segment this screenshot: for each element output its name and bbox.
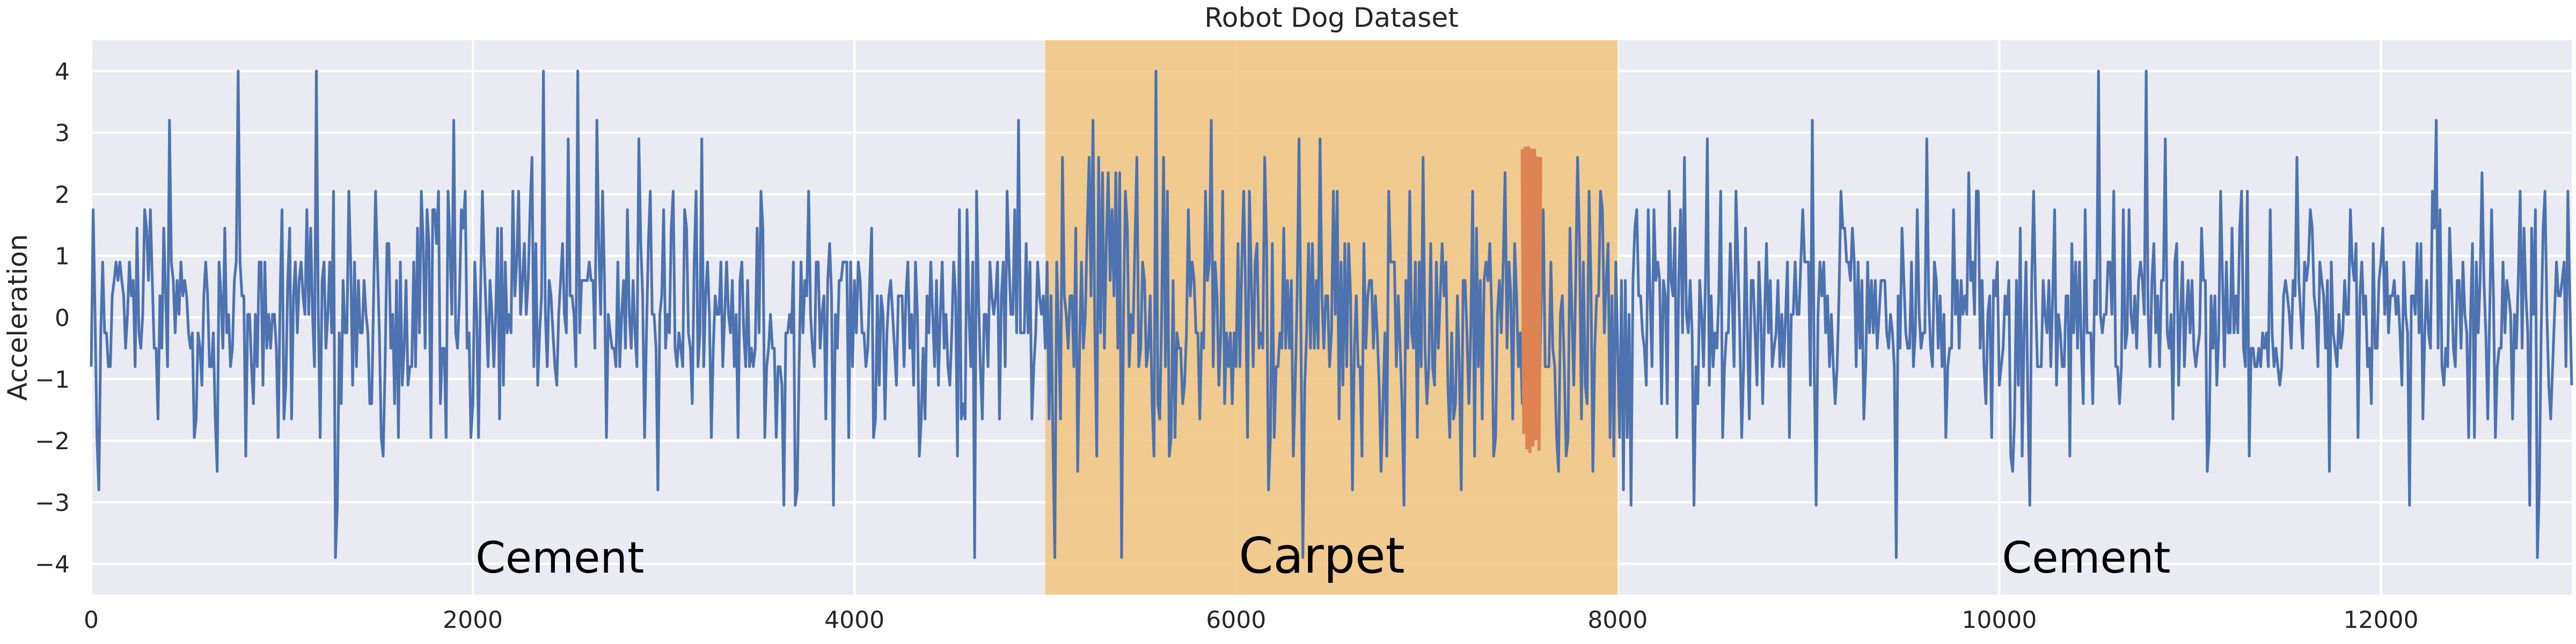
x-axis: 0 2000 4000 6000 8000 10000 12000 — [84, 606, 2418, 634]
region-label: Carpet — [1239, 527, 1405, 584]
y-tick-label: 3 — [55, 120, 70, 147]
y-tick-label: 4 — [55, 58, 70, 85]
y-tick-label: −2 — [35, 428, 70, 455]
y-tick-label: 1 — [55, 243, 70, 270]
x-tick-label: 8000 — [1587, 606, 1648, 634]
chart-title: Robot Dog Dataset — [1204, 2, 1458, 33]
y-axis: −4 −3 −2 −1 0 1 2 3 4 — [35, 58, 70, 578]
y-tick-label: −4 — [35, 551, 70, 579]
x-tick-label: 4000 — [824, 606, 884, 634]
x-tick-label: 10000 — [1962, 606, 2037, 634]
series-layer — [90, 69, 2573, 559]
series-line-orange — [1520, 146, 1542, 453]
x-tick-label: 6000 — [1206, 606, 1266, 634]
y-tick-label: −1 — [35, 366, 70, 393]
y-tick-label: 0 — [55, 305, 70, 332]
y-axis-label: Acceleration — [2, 234, 33, 401]
x-tick-label: 2000 — [443, 606, 503, 634]
x-tick-label: 12000 — [2343, 606, 2418, 634]
y-tick-label: −3 — [35, 489, 70, 517]
annotations: Cement Carpet Cement — [475, 527, 2171, 584]
region-label: Cement — [2002, 533, 2170, 583]
x-tick-label: 0 — [84, 606, 99, 634]
region-label: Cement — [475, 533, 644, 583]
series-line-blue — [90, 69, 2573, 559]
y-tick-label: 2 — [55, 181, 70, 209]
